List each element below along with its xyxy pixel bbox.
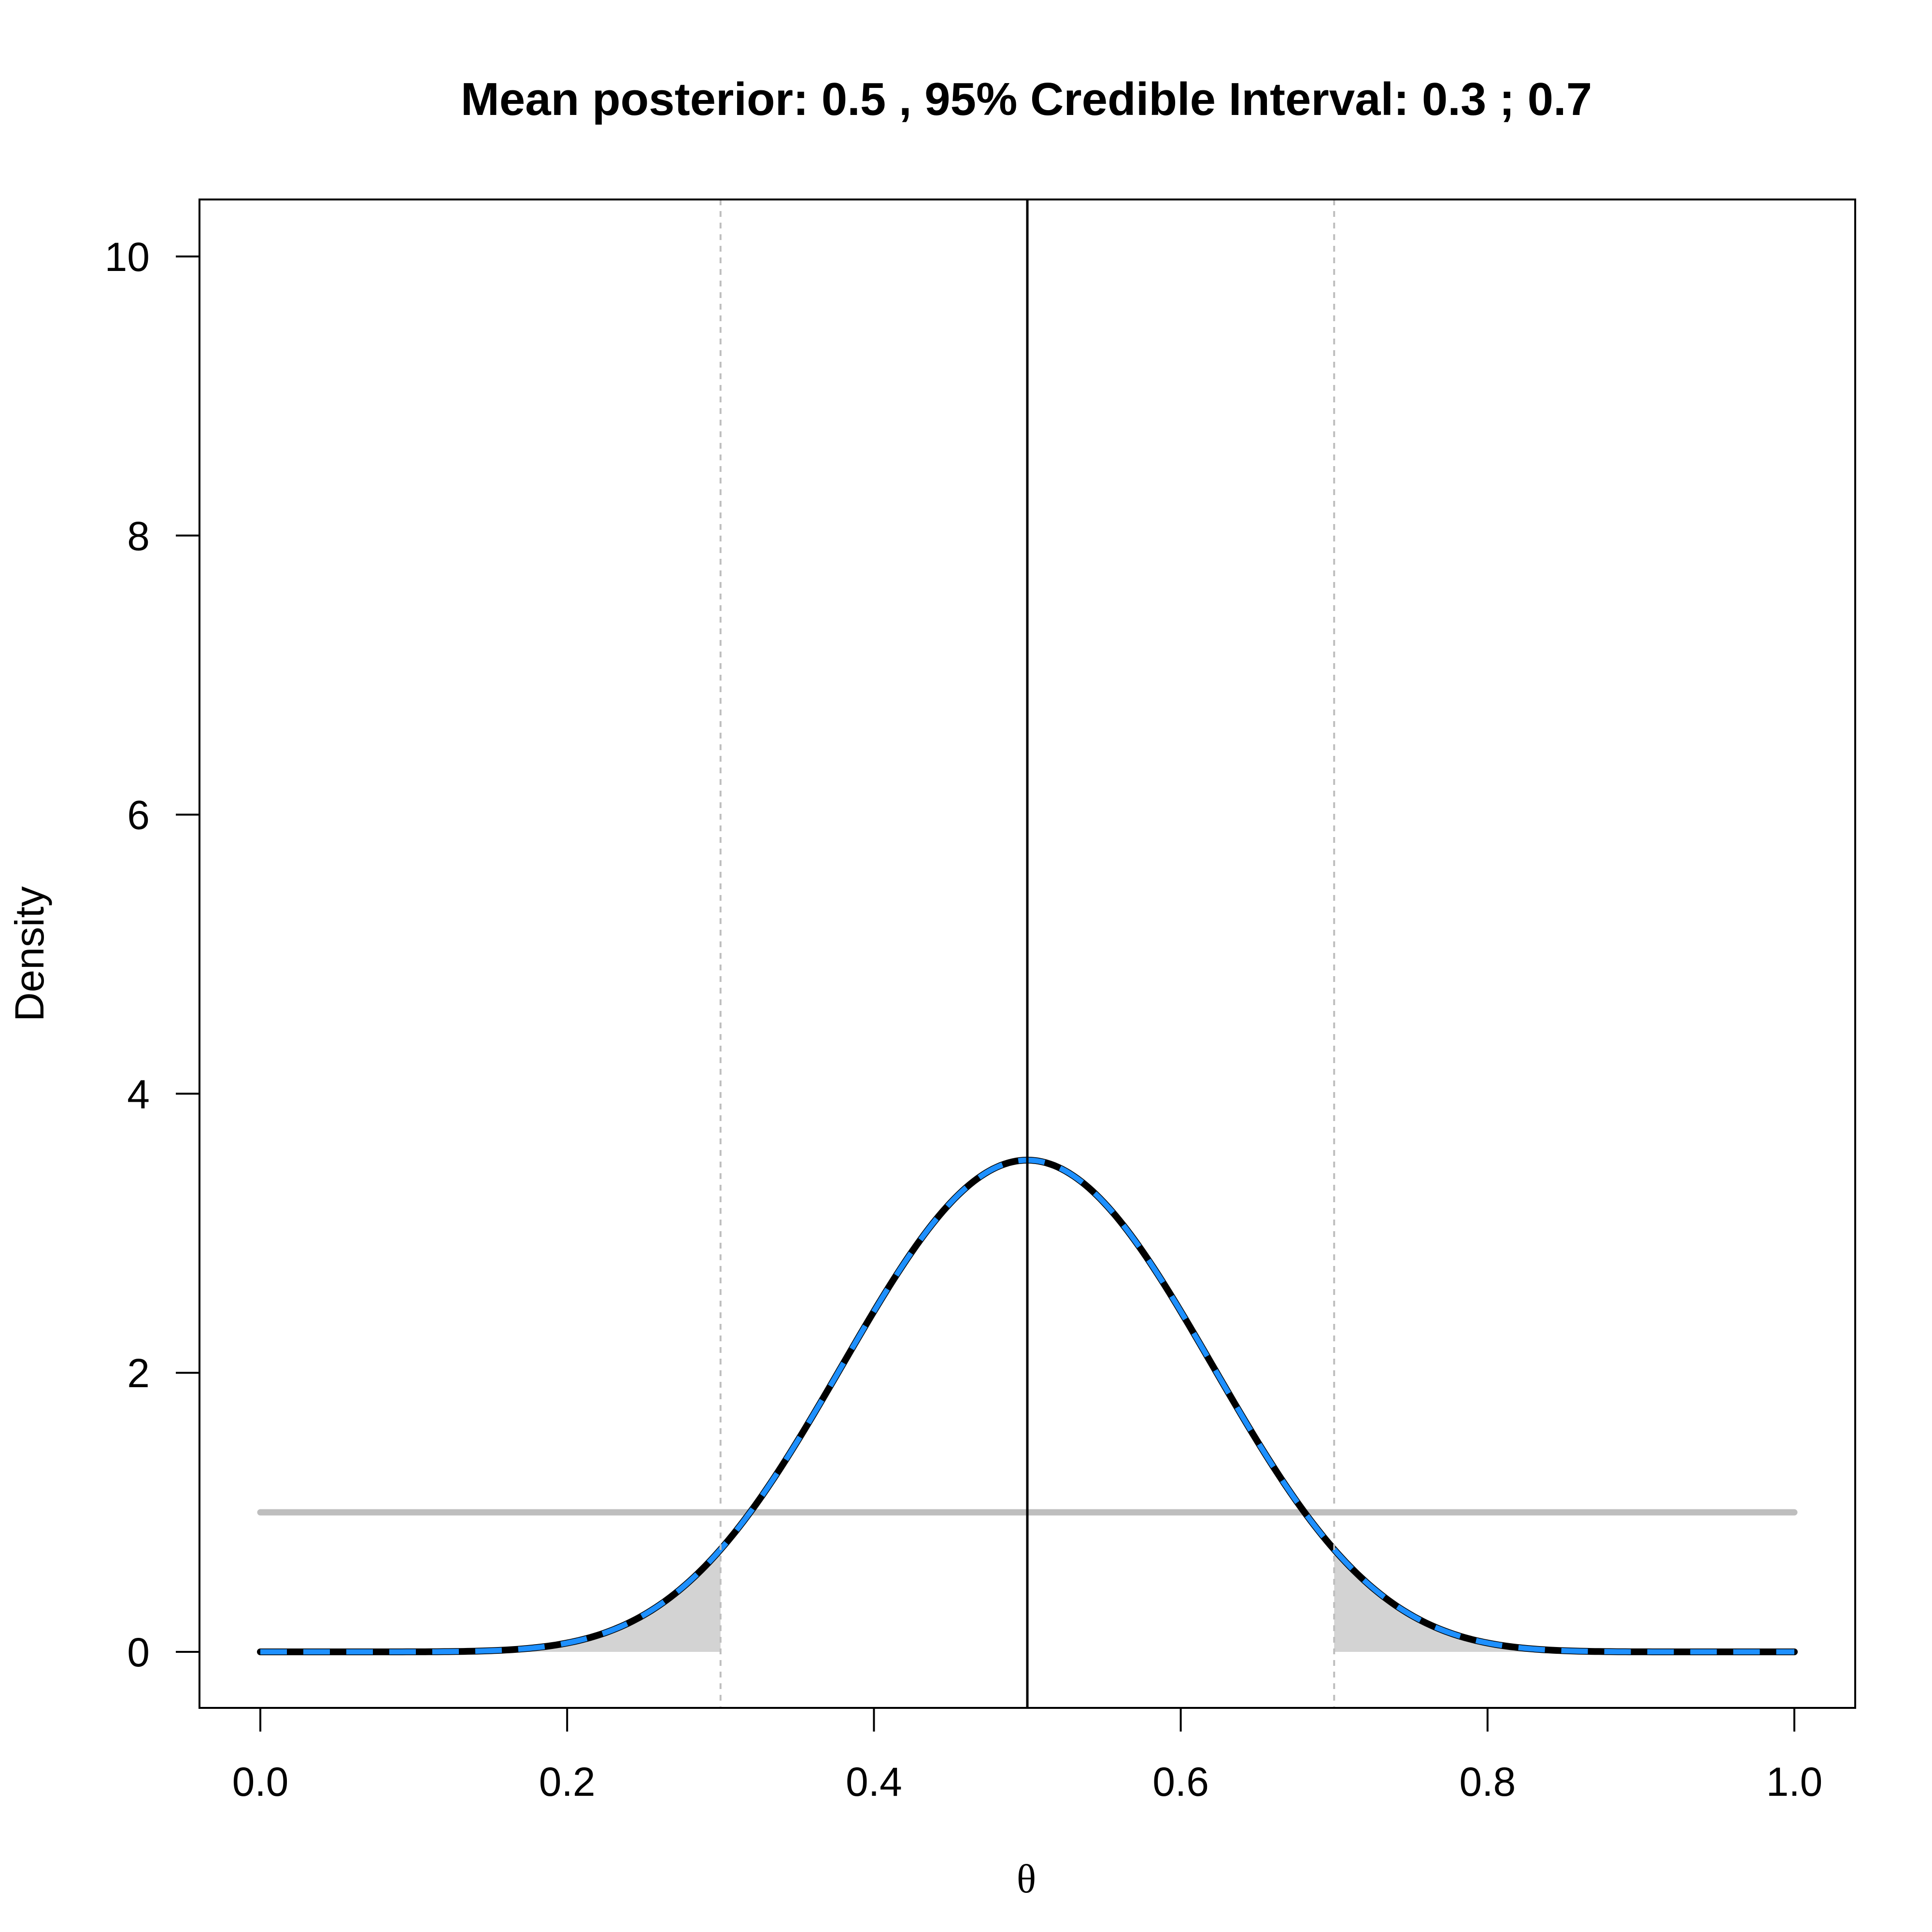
y-tick-label: 8 — [127, 513, 150, 559]
lower-tail-area — [260, 1549, 721, 1652]
x-tick-label: 0.6 — [1152, 1759, 1209, 1804]
y-axis-label: Density — [7, 886, 52, 1022]
y-tick-label: 6 — [127, 793, 150, 838]
x-tick-label: 0.4 — [846, 1759, 902, 1804]
y-tick-label: 0 — [127, 1630, 150, 1675]
y-tick-label: 2 — [127, 1350, 150, 1396]
credible-interval-tails — [260, 1549, 1794, 1652]
x-tick-label: 1.0 — [1766, 1759, 1823, 1804]
chart-title: Mean posterior: 0.5 , 95% Credible Inter… — [461, 73, 1592, 125]
x-tick-label: 0.0 — [232, 1759, 289, 1804]
x-tick-label: 0.2 — [539, 1759, 596, 1804]
x-tick-label: 0.8 — [1459, 1759, 1516, 1804]
x-axis-label: θ — [1017, 1857, 1036, 1902]
reference-lines — [719, 199, 1335, 1708]
upper-tail-area — [1334, 1549, 1794, 1652]
y-tick-label: 4 — [127, 1071, 150, 1117]
y-axis: 0 2 4 6 8 10 — [105, 234, 200, 1675]
x-axis: 0.0 0.2 0.4 0.6 0.8 1.0 — [232, 1707, 1823, 1804]
y-tick-label: 10 — [105, 234, 150, 280]
